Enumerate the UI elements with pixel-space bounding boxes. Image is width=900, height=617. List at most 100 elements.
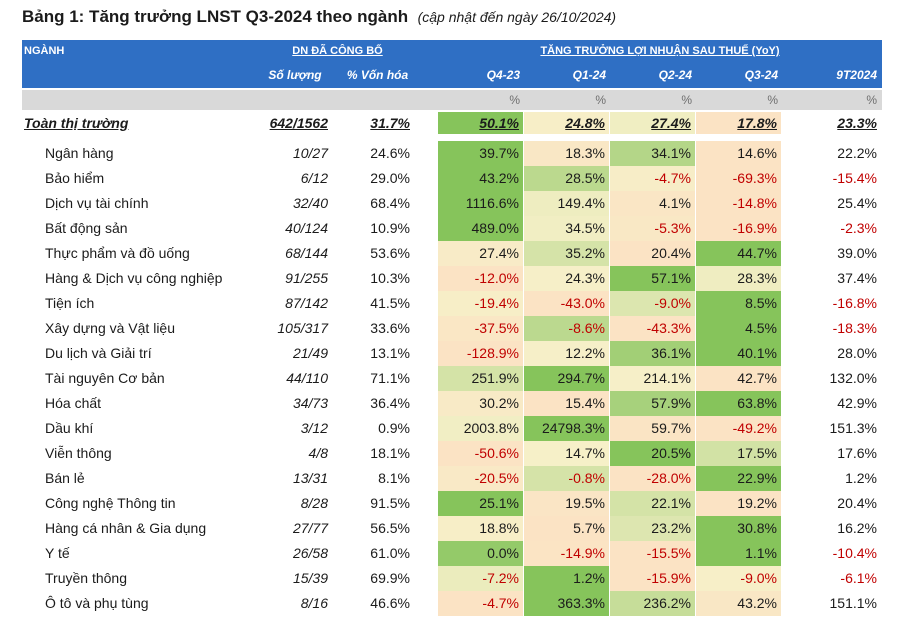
sector-rows: Ngân hàng 10/27 24.6% 39.7% 18.3% 34.1% 14.6% 2… [22,141,882,617]
growth-9t2024: 42.9% [837,395,877,411]
sector-row: Dịch vụ tài chính 32/40 68.4% 1116.6% 149.4%… [22,191,882,217]
growth-q4-23: 39.7% [438,141,524,167]
growth-9t2024: 16.2% [837,520,877,536]
column-gap [782,216,790,242]
published-count: 26/58 [292,545,328,561]
total-growth-q2-24: 27.4% [610,112,696,135]
growth-q4-23: -12.0% [438,266,524,292]
market-cap-share: 33.6% [370,320,410,336]
column-gap [420,90,438,110]
sector-name: Tài nguyên Cơ bản [45,370,165,386]
unit-q3-24: % [767,93,778,107]
growth-q1-24: 1.2% [524,566,610,592]
sector-name: Ngân hàng [45,145,114,161]
growth-q1-24: 35.2% [524,241,610,267]
total-growth-value: 27.4% [651,115,691,131]
growth-q1-24: 24.3% [524,266,610,292]
header-group-companies: DN ĐÃ CÔNG BỐ [292,45,383,57]
market-cap-share: 71.1% [370,370,410,386]
growth-9t2024: -6.1% [840,570,877,586]
total-market-row: Toàn thị trường 642/1562 31.7% 50.1% 24.… [22,112,882,135]
growth-q2-24: -5.3% [610,216,696,242]
growth-9t2024: 28.0% [837,345,877,361]
sector-profit-growth-table: NGÀNH DN ĐÃ CÔNG BỐ TĂNG TRƯỞNG LỢI NHUẬ… [22,40,882,617]
sector-row: Thực phẩm và đồ uống 68/144 53.6% 27.4% 35.2… [22,241,882,267]
growth-q3-24: 42.7% [696,366,782,392]
growth-q4-23: -19.4% [438,291,524,317]
growth-9t2024: 132.0% [829,370,877,386]
unit-q2-24: % [681,93,692,107]
growth-q1-24: 363.3% [524,591,610,617]
total-growth-9t2024: 23.3% [790,112,882,135]
column-gap [420,112,438,135]
sector-name: Viễn thông [45,445,112,461]
market-cap-share: 8.1% [378,470,410,486]
market-cap-share: 10.9% [370,220,410,236]
market-cap-share: 91.5% [370,495,410,511]
growth-q2-24: 20.4% [610,241,696,267]
growth-q2-24: 36.1% [610,341,696,367]
growth-q1-24: -8.6% [524,316,610,342]
growth-q1-24: 14.7% [524,441,610,467]
sector-row: Du lịch và Giải trí 21/49 13.1% -128.9% 12.2… [22,341,882,367]
column-gap [782,566,790,592]
sector-row: Truyền thông 15/39 69.9% -7.2% 1.2% -15.9% -9.… [22,566,882,592]
header-q1-24: Q1-24 [572,68,606,82]
column-gap [782,416,790,442]
column-gap [420,316,438,342]
growth-9t2024: 39.0% [837,245,877,261]
total-count: 642/1562 [269,115,328,131]
sector-name: Công nghệ Thông tin [45,495,176,511]
growth-q4-23: 2003.8% [438,416,524,442]
sector-row: Dầu khí 3/12 0.9% 2003.8% 24798.3% 59.7% -49.2… [22,416,882,442]
published-count: 34/73 [292,395,328,411]
column-gap [782,441,790,467]
header-q2-24: Q2-24 [658,68,692,82]
total-cap-cell: 31.7% [335,112,420,135]
growth-q1-24: 12.2% [524,341,610,367]
growth-q3-24: -49.2% [696,416,782,442]
growth-q1-24: 34.5% [524,216,610,242]
growth-q2-24: 23.2% [610,516,696,542]
header-group-row: NGÀNH DN ĐÃ CÔNG BỐ TĂNG TRƯỞNG LỢI NHUẬ… [22,40,882,63]
column-gap [782,466,790,492]
growth-q4-23: 18.8% [438,516,524,542]
growth-q3-24: 43.2% [696,591,782,617]
growth-q2-24: 22.1% [610,491,696,517]
growth-q3-24: -69.3% [696,166,782,192]
table-update-note: (cập nhật đến ngày 26/10/2024) [417,9,617,25]
total-cap: 31.7% [370,115,410,131]
header-q4-23: Q4-23 [486,68,520,82]
growth-q1-24: -14.9% [524,541,610,567]
growth-q3-24: 1.1% [696,541,782,567]
growth-q1-24: 15.4% [524,391,610,417]
growth-q2-24: 4.1% [610,191,696,217]
column-gap [782,291,790,317]
growth-q2-24: -15.5% [610,541,696,567]
growth-9t2024: -2.3% [840,220,877,236]
column-gap [420,591,438,617]
unit-row: % % % % % [22,90,882,110]
table-title-main: Bảng 1: Tăng trưởng LNST Q3-2024 theo ng… [22,7,409,26]
published-count: 40/124 [285,220,328,236]
column-gap [782,63,790,88]
unit-blank [255,90,335,110]
growth-q2-24: -9.0% [610,291,696,317]
header-blank [22,63,255,88]
sector-row: Bán lẻ 13/31 8.1% -20.5% -0.8% -28.0% 22.9% 1.2… [22,466,882,492]
growth-9t2024: 20.4% [837,495,877,511]
column-gap [420,441,438,467]
sector-name: Ô tô và phụ tùng [45,595,149,611]
growth-q2-24: 214.1% [610,366,696,392]
sector-row: Xây dựng và Vật liệu 105/317 33.6% -37.5% -8… [22,316,882,342]
growth-q2-24: 20.5% [610,441,696,467]
column-gap [782,391,790,417]
growth-q4-23: 489.0% [438,216,524,242]
growth-q3-24: 4.5% [696,316,782,342]
published-count: 44/110 [286,370,328,386]
growth-q3-24: 40.1% [696,341,782,367]
growth-q4-23: 1116.6% [438,191,524,217]
column-gap [782,141,790,167]
sector-name: Y tế [45,545,70,561]
header-group-growth: TĂNG TRƯỞNG LỢI NHUẬN SAU THUẾ (YoY) [540,45,780,57]
